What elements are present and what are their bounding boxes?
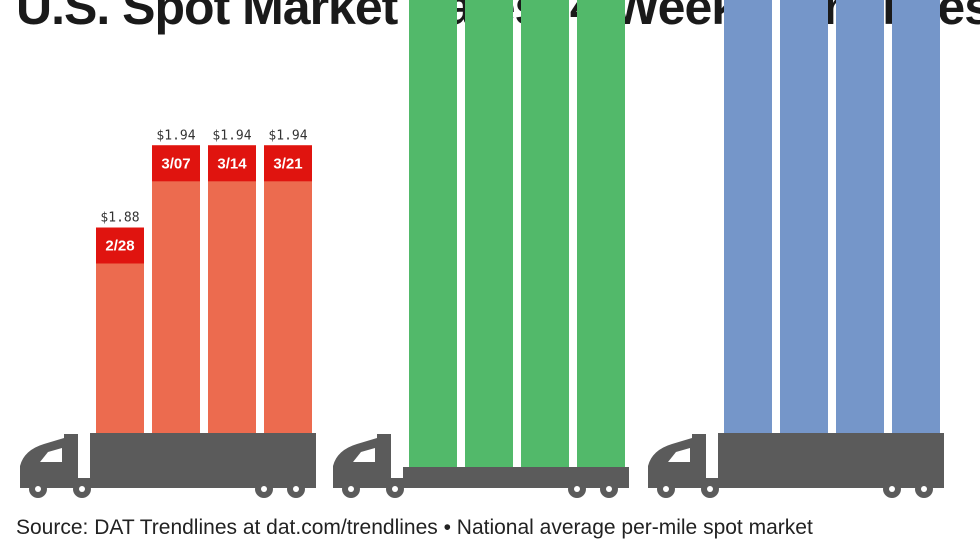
value-label: $1.94 (268, 128, 307, 143)
week-label: 2/28 (105, 238, 134, 255)
bar (836, 0, 884, 433)
reefer-truck-icon (648, 433, 944, 498)
bar (780, 0, 828, 433)
bar (892, 0, 940, 434)
week-label-box (208, 145, 256, 182)
week-label-box (96, 227, 144, 264)
week-label: 3/07 (161, 155, 190, 172)
bar (208, 145, 256, 434)
chart-group-3: 2/28$2.113/07$2.163/14$2.163/21$2.15 (648, 0, 944, 498)
chart-group-1: 2/28 $1.88 3/07 $1.94 3/14 $1.94 3/21 $1.94 (20, 128, 316, 498)
source-note: Source: DAT Trendlines at dat.com/trendl… (16, 516, 813, 539)
value-label: $1.88 (100, 211, 139, 226)
value-label: $1.94 (212, 128, 251, 143)
trailer-truck-icon (20, 433, 316, 498)
bar (152, 145, 200, 434)
bar (465, 0, 513, 467)
bar (577, 0, 625, 467)
week-label: 3/14 (217, 155, 247, 172)
week-label-box (152, 145, 200, 182)
flatbed-truck-icon (333, 434, 629, 498)
week-label: 3/21 (273, 155, 302, 172)
week-label-box (264, 145, 312, 182)
bar (409, 0, 457, 467)
chart-group-2: 2/28$2.133/07$2.123/14$2.153/21$2.18 (333, 0, 629, 498)
bar (724, 0, 772, 433)
bar (264, 145, 312, 434)
value-label: $1.94 (156, 128, 195, 143)
bar (521, 0, 569, 468)
